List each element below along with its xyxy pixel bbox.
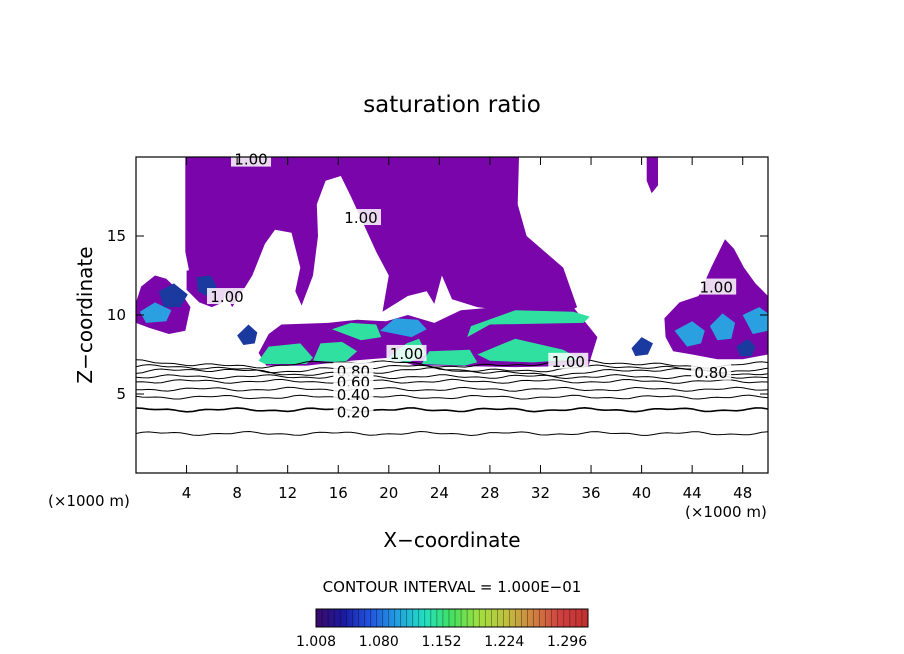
saturation-region — [467, 310, 590, 338]
saturation-region — [313, 341, 358, 363]
saturation-region — [709, 313, 736, 341]
colorbar: 1.008 1.080 1.152 1.224 1.296 — [296, 608, 589, 650]
contour-label-bg — [548, 352, 589, 369]
saturation-region — [237, 324, 258, 345]
contour-line — [136, 430, 768, 437]
contour-label-bg — [333, 386, 374, 402]
contour-line — [136, 378, 768, 384]
x-tick-label: 20 — [379, 484, 398, 502]
saturation-region — [631, 337, 653, 357]
contour-label: 1.00 — [390, 345, 423, 363]
x-tick-label: 40 — [632, 484, 651, 502]
colorbar-tick-label: 1.296 — [547, 634, 587, 650]
x-tick-label: 4 — [182, 484, 192, 502]
contour-line — [136, 406, 768, 413]
contour-line — [136, 374, 768, 380]
contour-label: 0.40 — [337, 386, 370, 404]
contour-label: 1.00 — [344, 209, 377, 227]
saturation-region — [380, 318, 427, 338]
saturation-region — [331, 322, 382, 341]
contour-line — [136, 386, 768, 392]
saturation-region — [742, 307, 768, 334]
contour-label-bg — [333, 403, 374, 420]
contour-line — [136, 364, 768, 374]
saturation-region — [185, 157, 578, 314]
saturation-fill-regions — [136, 157, 768, 368]
contour-label: 1.00 — [552, 353, 585, 371]
saturation-region — [646, 157, 658, 194]
contour-label: 0.20 — [337, 403, 370, 421]
y-tick-label: 10 — [107, 306, 126, 324]
contour-label-bg — [696, 278, 737, 295]
y-tick-label: 15 — [107, 227, 126, 245]
colorbar-tick-label: 1.080 — [359, 634, 399, 650]
saturation-region — [139, 302, 172, 323]
saturation-region — [674, 321, 705, 347]
contour-lines — [136, 359, 768, 437]
x-unit-left: (×1000 m) — [48, 492, 130, 510]
colorbar-tick-label: 1.152 — [421, 634, 461, 650]
contour-label: 0.80 — [694, 364, 727, 382]
x-axis-label: X−coordinate — [383, 528, 520, 552]
x-tick-label: 24 — [430, 484, 449, 502]
y-axis: 5 10 15 — [107, 227, 768, 403]
contour-label: 1.00 — [210, 288, 243, 306]
saturation-region — [664, 239, 768, 360]
y-tick-label: 5 — [116, 385, 126, 403]
x-tick-label: 16 — [329, 484, 348, 502]
contour-labels: 1.001.001.001.00 1.001.000.800.600.400.20… — [207, 150, 737, 421]
x-tick-label: 12 — [278, 484, 297, 502]
x-axis: 4 8 12 16 20 24 28 32 36 40 44 48 — [182, 157, 752, 502]
colorbar-gradient — [315, 608, 589, 628]
x-tick-label: 36 — [581, 484, 600, 502]
x-tick-label: 48 — [733, 484, 752, 502]
saturation-region — [258, 343, 313, 364]
contour-label-bg — [386, 344, 427, 361]
contour-line — [136, 367, 768, 377]
colorbar-tick-label: 1.224 — [484, 634, 524, 650]
contour-label-bg — [231, 150, 272, 167]
contour-interval-note: CONTOUR INTERVAL = 1.000E−01 — [323, 578, 582, 596]
contour-line — [136, 394, 768, 400]
contour-label: 1.00 — [699, 279, 732, 297]
x-tick-label: 44 — [683, 484, 702, 502]
contour-label-bg — [340, 209, 381, 226]
saturation-region — [421, 349, 478, 366]
chart-title: saturation ratio — [363, 92, 541, 118]
saturation-region — [158, 283, 188, 308]
x-unit-right: (×1000 m) — [685, 503, 767, 521]
x-tick-label: 32 — [531, 484, 550, 502]
contour-line — [136, 359, 768, 369]
y-axis-label: Z−coordinate — [73, 246, 97, 383]
contour-label-bg — [207, 288, 248, 305]
colorbar-tick-label: 1.008 — [296, 634, 336, 650]
x-tick-label: 8 — [232, 484, 242, 502]
contour-label-bg — [691, 363, 732, 380]
x-tick-label: 28 — [480, 484, 499, 502]
contour-label-bg — [333, 373, 374, 390]
saturation-region — [736, 338, 756, 357]
contour-label: 1.00 — [234, 151, 267, 169]
